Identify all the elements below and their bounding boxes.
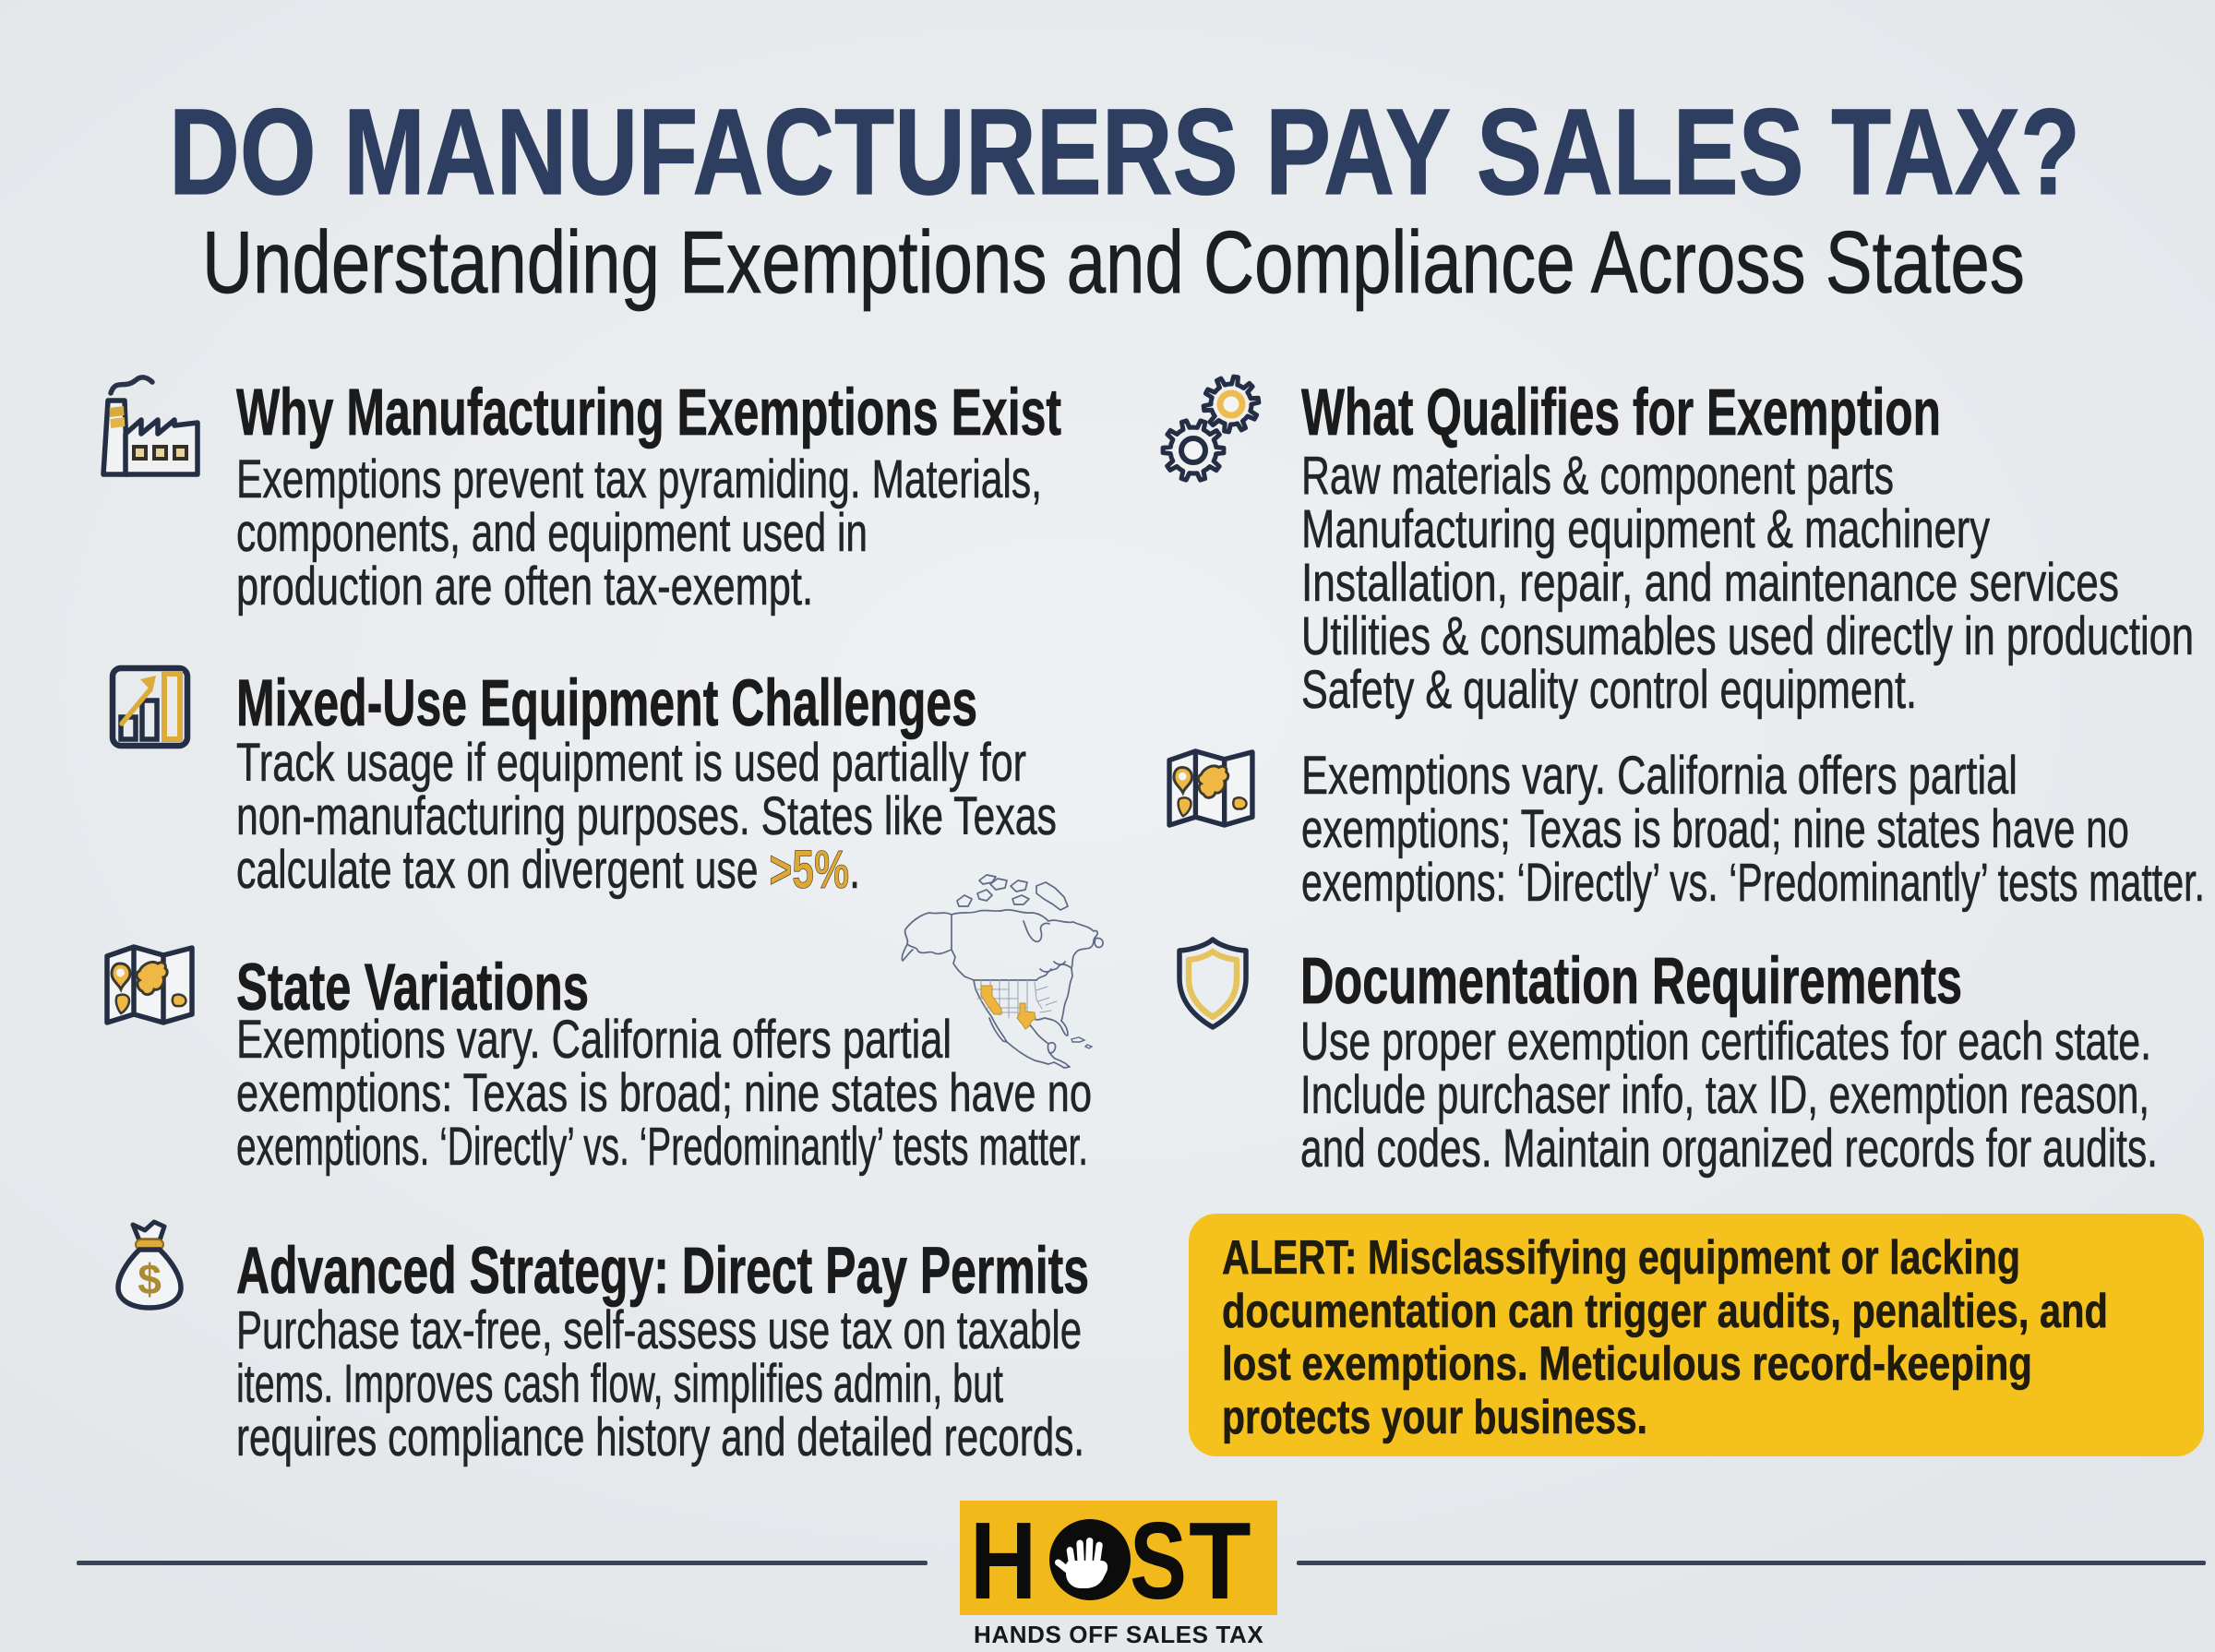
svg-text:$: $ xyxy=(138,1255,162,1303)
